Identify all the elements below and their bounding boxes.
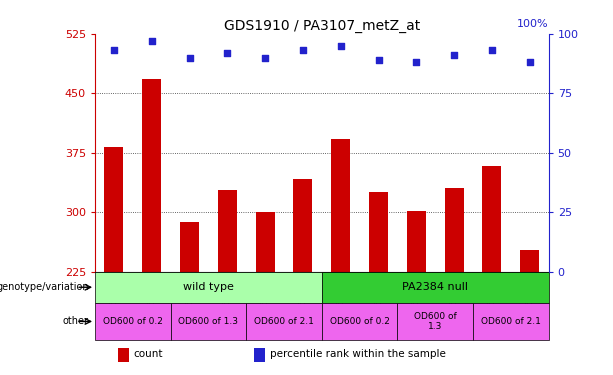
Bar bbox=[142, 79, 161, 272]
Bar bbox=[520, 250, 539, 272]
Bar bbox=[180, 222, 199, 272]
Bar bbox=[397, 303, 473, 340]
Point bbox=[411, 59, 421, 65]
Text: OD600 of 2.1: OD600 of 2.1 bbox=[254, 317, 314, 326]
Text: OD600 of 2.1: OD600 of 2.1 bbox=[481, 317, 541, 326]
Bar bbox=[246, 303, 322, 340]
Point bbox=[449, 52, 459, 58]
Bar bbox=[170, 303, 246, 340]
Bar bbox=[118, 348, 129, 362]
Point bbox=[147, 38, 156, 44]
Text: count: count bbox=[134, 349, 163, 359]
Bar bbox=[95, 303, 170, 340]
Bar bbox=[407, 211, 426, 272]
Bar bbox=[331, 139, 350, 272]
Bar bbox=[322, 303, 397, 340]
Text: percentile rank within the sample: percentile rank within the sample bbox=[270, 349, 446, 359]
Point bbox=[298, 47, 308, 53]
Point bbox=[260, 54, 270, 60]
Bar bbox=[473, 303, 549, 340]
Point bbox=[373, 57, 384, 63]
Bar bbox=[322, 272, 549, 303]
Bar bbox=[95, 272, 322, 303]
Bar bbox=[104, 147, 123, 272]
Bar bbox=[294, 179, 313, 272]
Bar bbox=[482, 166, 501, 272]
Text: PA2384 null: PA2384 null bbox=[402, 282, 468, 292]
Bar bbox=[256, 212, 275, 272]
Bar bbox=[218, 190, 237, 272]
Point bbox=[185, 54, 194, 60]
Point bbox=[336, 43, 346, 49]
Title: GDS1910 / PA3107_metZ_at: GDS1910 / PA3107_metZ_at bbox=[224, 19, 420, 33]
Bar bbox=[254, 348, 265, 362]
Text: OD600 of 0.2: OD600 of 0.2 bbox=[103, 317, 163, 326]
Point bbox=[109, 47, 119, 53]
Text: 100%: 100% bbox=[517, 19, 549, 29]
Text: OD600 of 0.2: OD600 of 0.2 bbox=[330, 317, 390, 326]
Text: genotype/variation: genotype/variation bbox=[0, 282, 89, 292]
Point bbox=[223, 50, 232, 56]
Bar bbox=[369, 192, 388, 272]
Bar bbox=[444, 188, 463, 272]
Point bbox=[525, 59, 535, 65]
Text: other: other bbox=[63, 316, 89, 327]
Text: wild type: wild type bbox=[183, 282, 234, 292]
Point bbox=[487, 47, 497, 53]
Text: OD600 of 1.3: OD600 of 1.3 bbox=[178, 317, 238, 326]
Text: OD600 of
1.3: OD600 of 1.3 bbox=[414, 312, 457, 331]
